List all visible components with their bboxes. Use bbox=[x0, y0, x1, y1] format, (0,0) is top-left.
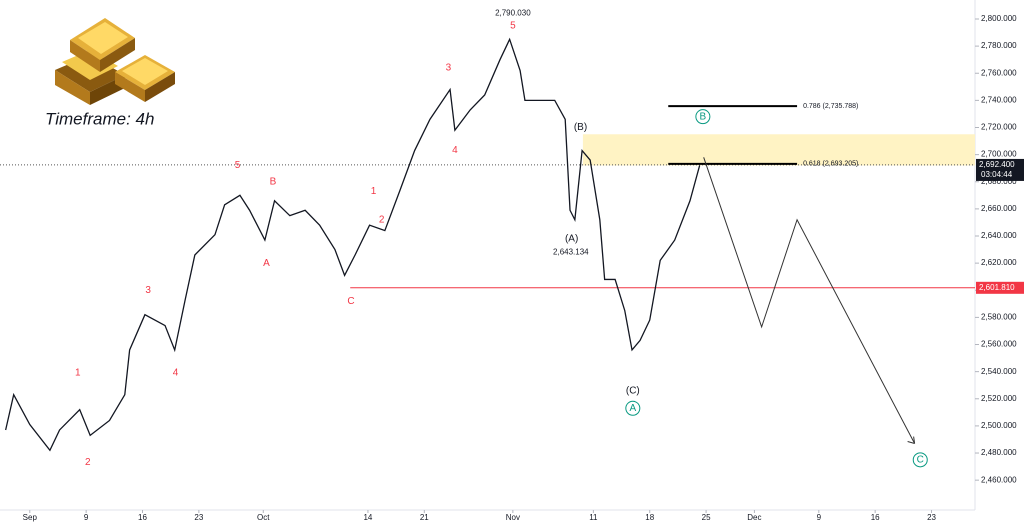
x-tick-label: 16 bbox=[138, 513, 147, 522]
y-tick-label: 2,720.000 bbox=[981, 123, 1017, 132]
target-zone bbox=[582, 134, 975, 166]
x-tick-label: Nov bbox=[506, 513, 520, 522]
last-price-label: 2,692.400 bbox=[979, 160, 1015, 169]
y-tick-label: 2,480.000 bbox=[981, 448, 1017, 457]
wave-label: B bbox=[700, 111, 707, 122]
y-tick-label: 2,760.000 bbox=[981, 68, 1017, 77]
wave-label: (A) bbox=[565, 233, 578, 244]
x-tick-label: 21 bbox=[420, 513, 429, 522]
countdown: 03:04:44 bbox=[981, 170, 1013, 179]
y-tick-label: 2,660.000 bbox=[981, 204, 1017, 213]
wave-label: (C) bbox=[626, 385, 640, 396]
y-tick-label: 2,700.000 bbox=[981, 150, 1017, 159]
wave-label: C bbox=[347, 296, 354, 307]
wave-circle bbox=[625, 400, 641, 416]
y-tick-label: 2,620.000 bbox=[981, 258, 1017, 267]
wave-label: A bbox=[629, 403, 636, 414]
fib-label: 0.618 (2,693.205) bbox=[803, 161, 858, 168]
x-tick-label: 25 bbox=[702, 513, 711, 522]
x-tick-label: 9 bbox=[817, 513, 822, 522]
y-tick-label: 2,580.000 bbox=[981, 313, 1017, 322]
fib-label: 0.786 (2,735.788) bbox=[803, 103, 858, 110]
y-tick-label: 2,800.000 bbox=[981, 14, 1017, 23]
x-tick-label: 23 bbox=[194, 513, 203, 522]
wave-label: A bbox=[263, 258, 270, 269]
y-tick-label: 2,540.000 bbox=[981, 367, 1017, 376]
wave-label: 3 bbox=[446, 62, 452, 73]
wave-label: B bbox=[270, 176, 277, 187]
wave-circle bbox=[695, 109, 711, 125]
wave-label: 4 bbox=[452, 145, 458, 156]
wave-label: 2 bbox=[379, 214, 385, 225]
wave-label: 1 bbox=[371, 186, 377, 197]
wave-label: 3 bbox=[145, 285, 151, 296]
support-tag-label: 2,601.810 bbox=[979, 283, 1015, 292]
x-tick-label: Oct bbox=[257, 513, 270, 522]
price-axis bbox=[975, 0, 1024, 525]
y-tick-label: 2,780.000 bbox=[981, 41, 1017, 50]
y-tick-label: 2,640.000 bbox=[981, 231, 1017, 240]
wave-label: 2 bbox=[85, 457, 91, 468]
x-tick-label: Sep bbox=[23, 513, 38, 522]
gold-logo bbox=[55, 18, 175, 105]
price-line bbox=[5, 37, 701, 452]
wave-label: 5 bbox=[235, 160, 241, 171]
wave-label: (B) bbox=[574, 122, 587, 133]
support-tag bbox=[976, 281, 1024, 294]
x-tick-label: 9 bbox=[84, 513, 89, 522]
y-tick-label: 2,560.000 bbox=[981, 340, 1017, 349]
x-tick-label: 18 bbox=[645, 513, 654, 522]
wave-label: 2,643.134 bbox=[553, 247, 589, 256]
x-tick-label: 14 bbox=[363, 513, 372, 522]
x-tick-label: 11 bbox=[589, 513, 598, 522]
last-price-tag bbox=[976, 158, 1024, 181]
x-tick-label: Dec bbox=[747, 513, 761, 522]
wave-label: 2,790.030 bbox=[495, 9, 531, 18]
y-tick-label: 2,520.000 bbox=[981, 394, 1017, 403]
y-tick-label: 2,460.000 bbox=[981, 475, 1017, 484]
wave-label: 4 bbox=[173, 368, 179, 379]
y-tick-label: 2,680.000 bbox=[981, 177, 1017, 186]
wave-label: 1 bbox=[75, 368, 81, 379]
timeframe: Timeframe: 4h bbox=[45, 109, 154, 128]
x-tick-label: 16 bbox=[871, 513, 880, 522]
wave-label: C bbox=[917, 454, 924, 465]
wave-label: 5 bbox=[510, 20, 516, 31]
y-tick-label: 2,500.000 bbox=[981, 421, 1017, 430]
projection-arrow bbox=[907, 436, 916, 445]
wave-circle bbox=[912, 452, 928, 468]
x-tick-label: 23 bbox=[927, 513, 936, 522]
projection-line bbox=[703, 157, 916, 444]
y-tick-label: 2,740.000 bbox=[981, 95, 1017, 104]
